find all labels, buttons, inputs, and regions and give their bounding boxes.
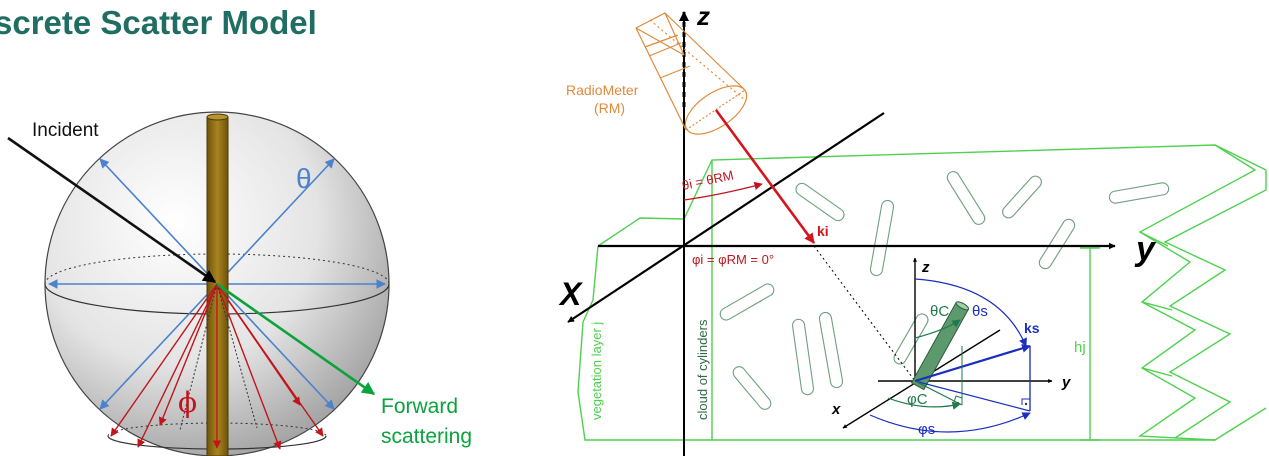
- scattering-label: scattering: [381, 425, 472, 448]
- stem-top: [206, 113, 229, 121]
- cloud-label: cloud of cylinders: [695, 319, 710, 420]
- theta-i-label: θi = θRM: [681, 167, 735, 193]
- forward-label: Forward: [381, 395, 458, 418]
- theta-c-label: θC: [930, 303, 949, 320]
- phi-label: ϕ: [178, 386, 197, 419]
- cone-dotted-1: [216, 283, 258, 429]
- radiometer-label-2: (RM): [594, 100, 625, 116]
- phi-c-label: φC: [907, 391, 928, 408]
- phi-s-label: φs: [918, 421, 935, 438]
- phi-i-label: φi = φRM = 0°: [692, 252, 774, 267]
- inner-x-label: x: [831, 401, 841, 418]
- vegetation-layer-box: [577, 144, 1267, 441]
- z-axis-label: z: [696, 1, 710, 31]
- vegetation-layer-label: vegetation layer j: [589, 322, 604, 420]
- local-coordinate-system: ks z y x θC θs: [831, 257, 1071, 438]
- radiometer-label-1: RadioMeter: [566, 82, 639, 98]
- equator-back: [44, 253, 390, 285]
- x-axis: [567, 112, 885, 323]
- theta-label: θ: [296, 163, 312, 194]
- vegetation-layer-diagram: z y X RadioMeter (RM) ki: [558, 1, 1267, 456]
- ks-label: ks: [1024, 320, 1040, 336]
- theta-i-arc: [683, 181, 763, 201]
- radiometer-icon: [635, 12, 748, 135]
- scatter-sphere-diagram: Incident θ ϕ Forward scattering: [7, 111, 472, 456]
- cylinder-cloud: [719, 171, 1170, 410]
- slide-title: screte Scatter Model: [0, 4, 317, 41]
- ki-label: ki: [817, 223, 829, 239]
- y-axis-label: y: [1134, 230, 1157, 268]
- hj-label: hj: [1074, 339, 1086, 356]
- red-scatter-arrows: [110, 283, 324, 450]
- ki-arrow: [714, 109, 816, 244]
- incident-label: Incident: [32, 120, 99, 141]
- phi-s-arc: [869, 412, 1031, 433]
- theta-c-arc: [914, 319, 961, 339]
- phi-c-arc: [887, 397, 961, 410]
- cone-dotted-2: [179, 283, 218, 431]
- inner-z-label: z: [921, 259, 930, 276]
- ks-projection-ground: [914, 380, 1031, 412]
- blue-scatter-arrows: [48, 158, 386, 410]
- theta-s-arc: [914, 278, 1027, 347]
- incident-arrow: [7, 136, 217, 284]
- ks-arrow: [914, 344, 1031, 383]
- theta-s-label: θs: [972, 303, 988, 320]
- forward-scatter-arrow: [216, 282, 376, 396]
- x-axis-label: X: [558, 276, 583, 312]
- inner-y-label: y: [1061, 374, 1071, 391]
- ki-continuation: [813, 245, 916, 382]
